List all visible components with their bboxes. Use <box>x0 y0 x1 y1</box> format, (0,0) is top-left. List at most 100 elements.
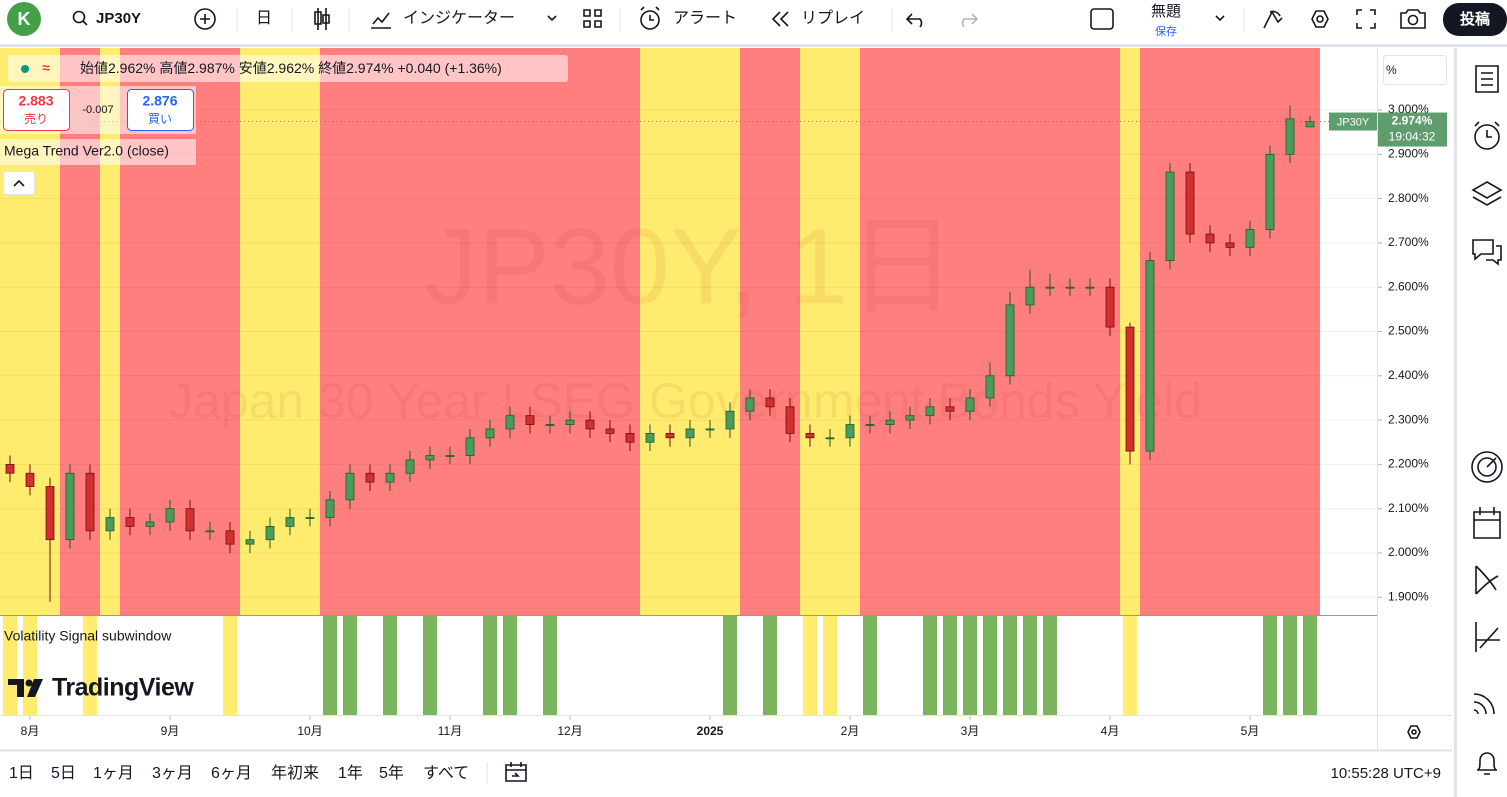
range-button[interactable]: 3ヶ月 <box>152 765 193 782</box>
trend-band <box>1300 48 1320 615</box>
chart-type[interactable] <box>314 8 330 30</box>
y-tick-label: 2.900% <box>1388 146 1429 160</box>
alert-icon[interactable] <box>640 10 660 30</box>
clock[interactable]: 10:55:28 UTC+9 <box>1331 765 1442 782</box>
replay-icon[interactable] <box>771 11 789 27</box>
candle-body <box>645 432 655 443</box>
range-button[interactable]: すべて <box>423 764 469 782</box>
subwindow-name[interactable]: Volatility Signal subwindow <box>4 628 172 644</box>
trend-band <box>680 48 700 615</box>
goto-date[interactable] <box>505 762 527 782</box>
candle-body <box>505 415 515 430</box>
change: +0.040 (+1.36%) <box>398 60 502 76</box>
y-tick-label: 2.300% <box>1388 412 1429 426</box>
calendar[interactable] <box>1473 507 1501 539</box>
signal-bar <box>543 616 557 715</box>
candle-body <box>1305 121 1315 128</box>
indicator-name[interactable]: Mega Trend Ver2.0 (close) <box>4 143 169 159</box>
redo[interactable] <box>961 13 979 28</box>
interval[interactable]: 日 <box>256 10 272 27</box>
chats[interactable] <box>1472 239 1502 266</box>
save-button[interactable]: 保存 <box>1155 24 1177 38</box>
trend-band <box>620 48 640 615</box>
range-button[interactable]: 年初来 <box>271 764 319 782</box>
delayed-icon: ≈ <box>42 60 50 76</box>
screener[interactable] <box>1471 451 1503 483</box>
trend-band <box>780 48 800 615</box>
trend-band <box>320 48 340 615</box>
trend-band <box>380 48 400 615</box>
chevron[interactable] <box>547 15 557 22</box>
object-tree[interactable] <box>1471 181 1503 206</box>
scale-mode[interactable] <box>1383 55 1447 85</box>
pine[interactable] <box>1475 622 1500 652</box>
replay-button[interactable]: リプレイ <box>801 9 865 27</box>
high-label: 高値 <box>159 60 187 76</box>
signal-bar <box>763 616 777 715</box>
trend-band <box>560 48 580 615</box>
range-button[interactable]: 6ヶ月 <box>211 765 252 782</box>
trend-band <box>260 48 280 615</box>
quick-search[interactable] <box>1263 10 1283 29</box>
add-symbol[interactable] <box>194 8 216 30</box>
trend-band <box>120 48 140 615</box>
ideas[interactable] <box>1475 565 1499 595</box>
tv-logo <box>27 679 43 697</box>
sell-button[interactable] <box>3 89 70 131</box>
range-button[interactable]: 1年 <box>338 764 363 782</box>
buy-price: 2.876 <box>142 93 177 109</box>
alert-button[interactable]: アラート <box>673 10 737 27</box>
buy-button[interactable] <box>127 89 194 131</box>
alerts[interactable] <box>1474 124 1500 150</box>
candle-body <box>445 455 455 457</box>
snapshot[interactable] <box>1400 9 1426 29</box>
y-tick-label: 1.900% <box>1388 589 1429 603</box>
candle-body <box>145 521 155 527</box>
candle-body <box>925 406 935 417</box>
buy-label: 買い <box>148 112 172 126</box>
candle-body <box>885 419 895 425</box>
trend-band <box>900 48 920 615</box>
trend-band <box>540 48 560 615</box>
chevron[interactable] <box>1215 15 1225 22</box>
range-button[interactable]: 5年 <box>379 764 404 782</box>
x-tick-label: 3月 <box>961 724 980 738</box>
trend-band <box>700 48 720 615</box>
candle-body <box>945 406 955 412</box>
trend-band <box>40 48 60 615</box>
candle-body <box>725 410 735 430</box>
collapse-button[interactable] <box>3 171 35 195</box>
indicators-button[interactable]: インジケーター <box>403 9 515 27</box>
axis-settings[interactable] <box>1407 725 1421 739</box>
candle-body <box>665 432 675 439</box>
alert-icon <box>640 6 660 21</box>
publish-button[interactable] <box>1443 3 1507 36</box>
candle-body <box>1145 260 1155 452</box>
settings-icon[interactable] <box>1311 10 1329 28</box>
trend-band <box>1200 48 1220 615</box>
x-tick-label: 11月 <box>438 724 462 738</box>
trend-background <box>0 48 1320 615</box>
layout-icon[interactable] <box>1090 8 1114 30</box>
candle-body <box>1085 286 1095 289</box>
indicator-icon[interactable] <box>371 12 391 29</box>
avatar[interactable] <box>7 2 41 36</box>
fullscreen[interactable] <box>1356 9 1376 29</box>
range-button[interactable]: 5日 <box>51 765 76 782</box>
undo[interactable] <box>905 13 923 28</box>
signal-bar <box>1043 616 1057 715</box>
notifications[interactable] <box>1476 752 1498 775</box>
trend-band <box>140 48 160 615</box>
range-button[interactable]: 1日 <box>9 765 34 782</box>
watchlist[interactable] <box>1475 65 1499 93</box>
layouts-icon[interactable] <box>583 9 602 28</box>
range-button[interactable]: 1ヶ月 <box>93 765 134 782</box>
streams[interactable] <box>1473 693 1495 715</box>
candle-body <box>65 472 75 541</box>
symbol[interactable]: JP30Y <box>96 10 141 27</box>
trend-band <box>800 48 820 615</box>
snapshot <box>1407 14 1419 26</box>
x-tick-label: 9月 <box>161 724 180 738</box>
trend-band <box>240 48 260 615</box>
layout-name[interactable]: 無題 <box>1151 3 1181 20</box>
